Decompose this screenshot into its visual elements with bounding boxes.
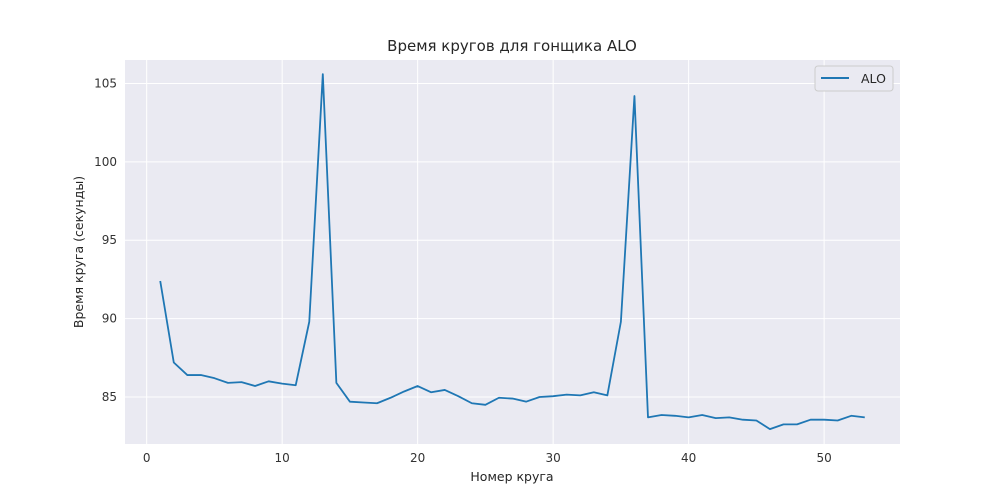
plot-area (125, 60, 900, 444)
legend: ALO (814, 65, 894, 92)
x-tick-label: 10 (275, 451, 290, 465)
chart-title: Время кругов для гонщика ALO (387, 37, 637, 55)
legend-label-alo: ALO (861, 71, 886, 86)
series-lines (159, 73, 865, 431)
y-tick-label: 95 (102, 233, 117, 247)
x-tick-label: 20 (410, 451, 425, 465)
grid-lines (125, 60, 900, 444)
y-tick-label: 85 (102, 390, 117, 404)
x-tick-label: 40 (681, 451, 696, 465)
x-axis-ticks: 0 10 20 30 40 50 (143, 451, 832, 465)
x-tick-label: 0 (143, 451, 151, 465)
x-axis-label: Номер круга (470, 469, 553, 484)
legend-box (814, 65, 894, 92)
x-tick-label: 50 (816, 451, 831, 465)
y-tick-label: 90 (102, 312, 117, 326)
x-tick-label: 30 (546, 451, 561, 465)
y-tick-label: 100 (94, 155, 117, 169)
y-axis-ticks: 85 90 95 100 105 (94, 77, 117, 404)
y-tick-label: 105 (94, 77, 117, 91)
series-line-alo (159, 73, 865, 431)
y-axis-label: Время круга (секунды) (71, 176, 86, 328)
